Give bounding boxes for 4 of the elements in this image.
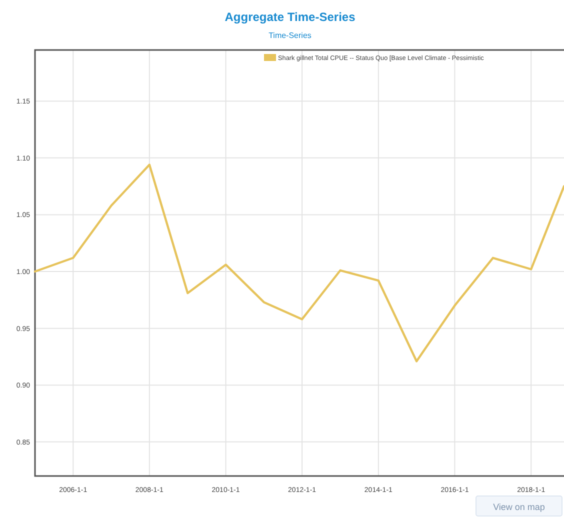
chart-title: Aggregate Time-Series: [224, 10, 356, 24]
text: View on map: [493, 502, 545, 512]
chart-subtitle: Time-Series: [268, 31, 312, 40]
line-series: [34, 164, 564, 362]
